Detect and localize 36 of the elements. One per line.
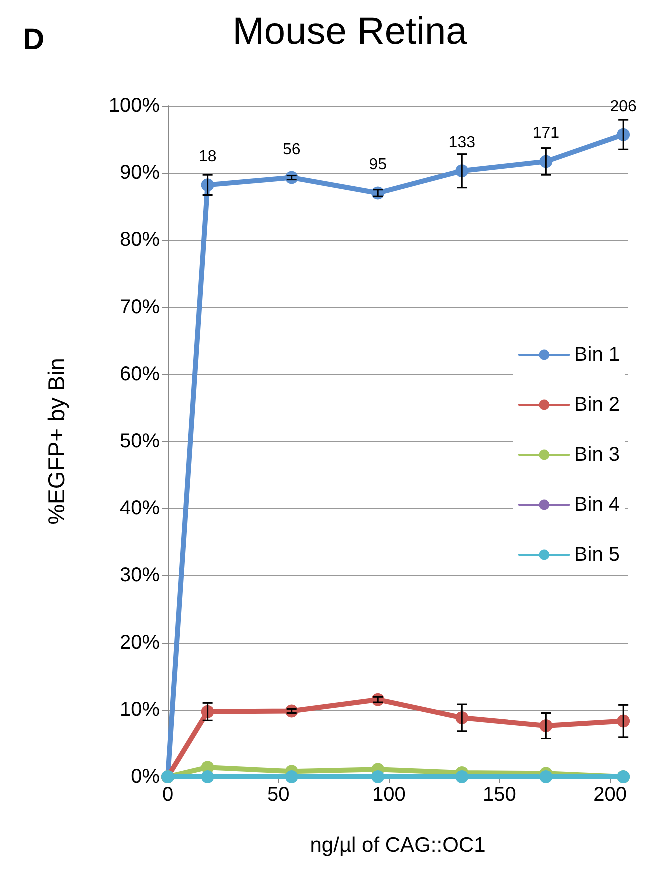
point bbox=[285, 770, 298, 784]
annotation: 171 bbox=[532, 125, 560, 142]
x-tick-label: 100 bbox=[372, 784, 406, 806]
y-axis-title: %EGFP+ by Bin bbox=[44, 358, 70, 525]
annotation: 56 bbox=[282, 141, 301, 158]
point bbox=[372, 770, 385, 784]
y-tick-label: 0% bbox=[131, 766, 160, 788]
x-tick-label: 150 bbox=[483, 784, 516, 806]
point bbox=[540, 770, 553, 784]
legend-label: Bin 3 bbox=[574, 444, 620, 466]
annotation: 18 bbox=[198, 148, 217, 166]
y-tick-label: 10% bbox=[120, 698, 160, 721]
text: D bbox=[23, 24, 45, 56]
legend-label: Bin 2 bbox=[574, 394, 620, 416]
legend-label: Bin 4 bbox=[574, 494, 620, 516]
x-axis-title: ng/µl of CAG::OC1 bbox=[310, 834, 486, 857]
point bbox=[456, 770, 469, 784]
annotation: 206 bbox=[610, 98, 638, 116]
annotation: 133 bbox=[448, 134, 476, 152]
point bbox=[201, 770, 214, 784]
y-tick-label: 70% bbox=[120, 296, 160, 318]
y-tick-label: 100% bbox=[108, 95, 160, 117]
y-tick-label: 90% bbox=[120, 162, 160, 184]
chart-title: Mouse Retina bbox=[232, 11, 468, 53]
y-tick-label: 40% bbox=[120, 498, 160, 520]
x-tick-label: 50 bbox=[267, 784, 290, 806]
y-tick-label: 50% bbox=[120, 430, 160, 452]
y-tick-label: 80% bbox=[120, 229, 160, 252]
annotation: 95 bbox=[369, 156, 388, 174]
y-tick-label: 60% bbox=[120, 363, 160, 386]
x-tick-label: 0 bbox=[162, 784, 174, 806]
legend-label: Bin 5 bbox=[574, 544, 620, 566]
y-tick-label: 30% bbox=[120, 564, 160, 587]
x-tick-label: 200 bbox=[594, 784, 627, 806]
y-tick-label: 20% bbox=[120, 632, 160, 654]
legend-label: Bin 1 bbox=[574, 344, 620, 366]
